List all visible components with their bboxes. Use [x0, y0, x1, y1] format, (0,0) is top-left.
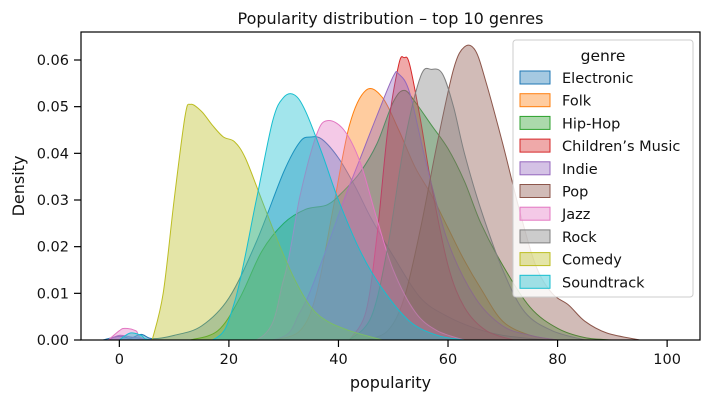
x-tick-label: 100: [653, 352, 681, 368]
legend-items: Electronic Folk Hip-Hop Children’s Music Ind…: [519, 70, 680, 291]
series-comedy: [151, 103, 383, 340]
legend-swatch: [519, 70, 551, 85]
x-axis-title: popularity: [350, 373, 431, 392]
legend-item-hip-hop: Hip-Hop: [519, 115, 620, 132]
legend-label: Folk: [562, 94, 592, 110]
y-tick-label: 0.00: [37, 333, 69, 349]
legend-swatch: [519, 206, 551, 221]
x-tick-label: 80: [548, 352, 566, 368]
density-area-pop: [365, 45, 640, 340]
legend-swatch: [519, 93, 551, 108]
chart-title: Popularity distribution – top 10 genres: [238, 9, 544, 28]
legend-swatch: [519, 115, 551, 130]
legend-swatch: [519, 138, 551, 153]
legend-box: [512, 39, 694, 298]
legend-label: Pop: [562, 185, 588, 201]
legend-label: Soundtrack: [562, 275, 645, 291]
x-tick-label: 60: [439, 352, 457, 368]
legend-label: Jazz: [561, 207, 590, 223]
legend-swatch: [519, 161, 551, 176]
legend: genre Electronic Folk Hip-Hop Children’s Mu…: [512, 39, 694, 298]
density-area-indie: [108, 71, 558, 340]
legend-item-pop: Pop: [519, 184, 588, 201]
density-area-jazz: [108, 120, 465, 340]
legend-swatch: [519, 229, 551, 244]
y-axis: 0.00 0.01 0.02 0.03 0.04 0.05 0.06: [37, 53, 81, 349]
density-line-children-s-music: [348, 56, 514, 340]
legend-item-indie: Indie: [519, 161, 598, 178]
series-jazz: [108, 120, 465, 340]
legend-item-soundtrack: Soundtrack: [519, 274, 645, 291]
y-axis-title: Density: [9, 156, 28, 217]
density-line-folk: [272, 88, 558, 340]
legend-label: Hip-Hop: [562, 116, 620, 132]
series-rock: [349, 67, 586, 340]
density-line-indie: [108, 71, 558, 340]
series-indie: [108, 71, 558, 340]
density-area-rock: [349, 68, 585, 340]
legend-item-folk: Folk: [519, 93, 592, 110]
legend-label: Children’s Music: [562, 139, 680, 155]
legend-item-children-s-music: Children’s Music: [519, 138, 680, 155]
legend-item-rock: Rock: [519, 229, 597, 246]
density-area-soundtrack: [119, 93, 465, 340]
density-area-comedy: [152, 104, 383, 340]
y-tick-label: 0.03: [37, 193, 69, 209]
density-area-electronic: [102, 136, 547, 340]
x-tick-label: 20: [220, 352, 238, 368]
x-axis: 0 20 40 60 80 100: [115, 340, 681, 368]
density-line-jazz: [108, 120, 465, 340]
y-tick-label: 0.05: [37, 100, 69, 116]
density-area-children-s-music: [349, 56, 514, 340]
y-tick-label: 0.02: [37, 240, 69, 256]
legend-swatch: [519, 184, 551, 198]
y-tick-label: 0.01: [37, 286, 69, 302]
legend-swatch: [519, 274, 551, 289]
y-tick-label: 0.06: [37, 53, 69, 69]
legend-label: Indie: [562, 162, 598, 178]
y-tick-label: 0.04: [37, 146, 69, 162]
series-children-s-music: [348, 56, 514, 340]
legend-swatch: [519, 252, 551, 267]
density-line-electronic: [102, 136, 547, 340]
legend-label: Electronic: [562, 71, 634, 87]
legend-item-jazz: Jazz: [519, 206, 590, 223]
plot-area: [102, 44, 640, 340]
x-tick-label: 40: [329, 352, 347, 368]
legend-label: Rock: [562, 230, 597, 246]
density-area-hip-hop: [190, 90, 613, 340]
density-line-comedy: [151, 103, 383, 340]
x-tick-label: 0: [115, 352, 124, 368]
series-electronic: [102, 136, 547, 340]
density-line-rock: [349, 67, 586, 340]
density-line-pop: [365, 44, 640, 340]
legend-item-comedy: Comedy: [519, 252, 622, 269]
plot-frame: [80, 31, 701, 341]
legend-label: Comedy: [562, 253, 622, 269]
series-pop: [365, 44, 640, 340]
legend-title: genre: [581, 47, 626, 65]
legend-item-electronic: Electronic: [519, 70, 634, 87]
series-folk: [272, 88, 558, 340]
